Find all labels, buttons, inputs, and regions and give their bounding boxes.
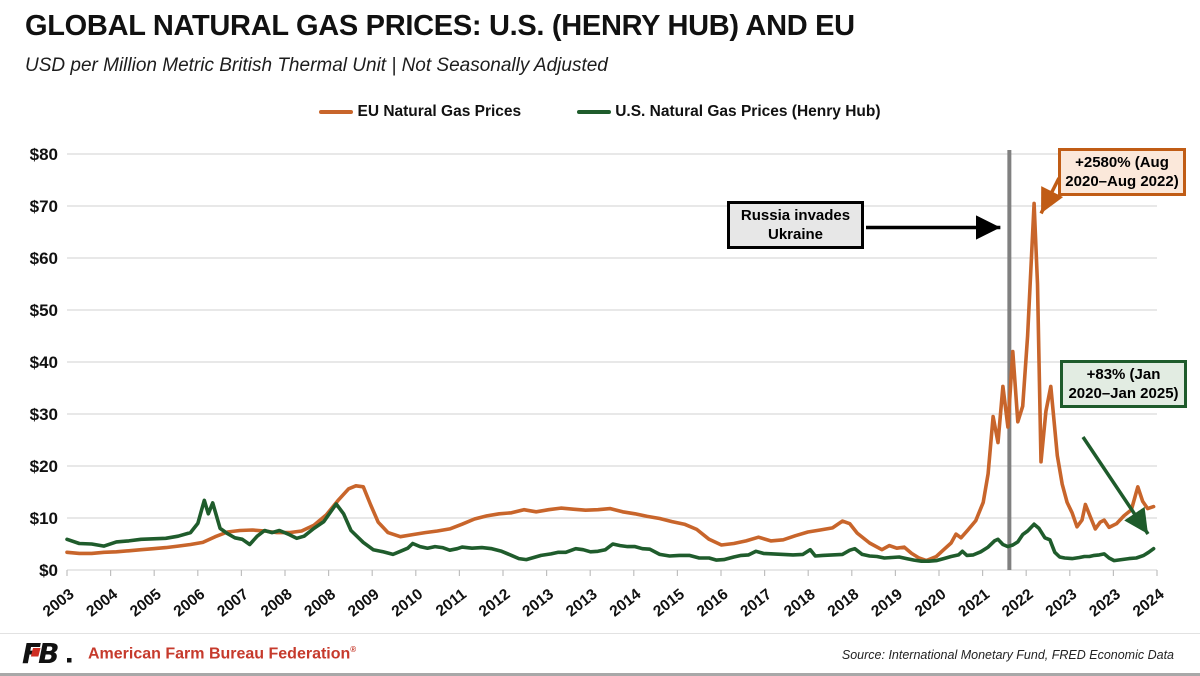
eu-spike-arrow [1039, 177, 1064, 215]
svg-text:2019: 2019 [868, 586, 906, 621]
svg-text:2023: 2023 [1043, 586, 1081, 621]
annotation-eu-spike-pct: +2580% (Aug 2020–Aug 2022) [1058, 148, 1186, 197]
svg-text:2012: 2012 [476, 586, 514, 621]
svg-text:2017: 2017 [737, 586, 775, 621]
svg-text:2024: 2024 [1130, 586, 1168, 621]
svg-text:2015: 2015 [650, 586, 688, 621]
svg-text:2004: 2004 [83, 586, 121, 621]
svg-text:2016: 2016 [694, 586, 732, 621]
y-axis-labels: $0 $10 $20 $30 $40 $50 $60 $70 $80 [30, 145, 58, 580]
gridlines [67, 153, 1157, 571]
svg-text:$40: $40 [30, 353, 58, 372]
eu-line-swatch-icon [319, 109, 354, 115]
svg-text:2014: 2014 [607, 586, 645, 621]
svg-text:$30: $30 [30, 405, 58, 424]
svg-text:2005: 2005 [127, 586, 165, 621]
trademark-symbol: ® [350, 645, 357, 654]
annotation-russia-invades-ukraine: Russia invades Ukraine [727, 201, 864, 250]
svg-text:2013: 2013 [563, 586, 601, 621]
svg-text:2018: 2018 [825, 586, 863, 621]
org-name: American Farm Bureau Federation® [88, 645, 357, 663]
svg-text:2022: 2022 [999, 586, 1037, 621]
afbf-logo-icon: FB [22, 637, 72, 669]
svg-text:$60: $60 [30, 249, 58, 268]
us-line-swatch-icon [577, 109, 612, 115]
svg-text:2021: 2021 [955, 586, 993, 621]
svg-text:$50: $50 [30, 301, 58, 320]
page-subtitle: USD per Million Metric British Thermal U… [25, 55, 608, 76]
svg-text:2010: 2010 [389, 586, 427, 621]
svg-text:2018: 2018 [781, 586, 819, 621]
svg-text:2008: 2008 [301, 586, 339, 621]
svg-text:2009: 2009 [345, 586, 383, 621]
svg-text:$0: $0 [39, 561, 58, 580]
svg-text:$20: $20 [30, 457, 58, 476]
svg-text:2013: 2013 [519, 586, 557, 621]
svg-text:2007: 2007 [214, 586, 252, 621]
legend-label-eu: EU Natural Gas Prices [357, 103, 522, 120]
chart-legend: EU Natural Gas Prices U.S. Natural Gas P… [0, 103, 1200, 121]
x-axis-labels: 2003 2004 2005 2006 2007 2008 2008 2009 2010 2011… [40, 570, 1168, 620]
svg-text:2006: 2006 [171, 586, 209, 621]
legend-item-eu: EU Natural Gas Prices [319, 103, 521, 121]
eu-price-line [65, 201, 1156, 563]
svg-text:2023: 2023 [1086, 586, 1124, 621]
footer-divider [0, 633, 1200, 634]
svg-text:$70: $70 [30, 197, 58, 216]
legend-item-us: U.S. Natural Gas Prices (Henry Hub) [577, 103, 881, 121]
svg-text:2011: 2011 [433, 586, 470, 620]
svg-text:2008: 2008 [258, 586, 296, 621]
source-credit: Source: International Monetary Fund, FRE… [841, 648, 1174, 662]
svg-text:FB: FB [22, 637, 58, 669]
us-change-arrow [1081, 436, 1150, 535]
legend-label-us: U.S. Natural Gas Prices (Henry Hub) [615, 103, 881, 120]
us-price-line [65, 498, 1156, 563]
page-title: GLOBAL NATURAL GAS PRICES: U.S. (HENRY H… [25, 10, 855, 42]
svg-text:2020: 2020 [912, 586, 950, 621]
svg-text:2003: 2003 [40, 586, 78, 621]
svg-text:$80: $80 [30, 145, 58, 164]
svg-text:$10: $10 [30, 509, 58, 528]
annotation-us-change-pct: +83% (Jan 2020–Jan 2025) [1060, 360, 1187, 409]
